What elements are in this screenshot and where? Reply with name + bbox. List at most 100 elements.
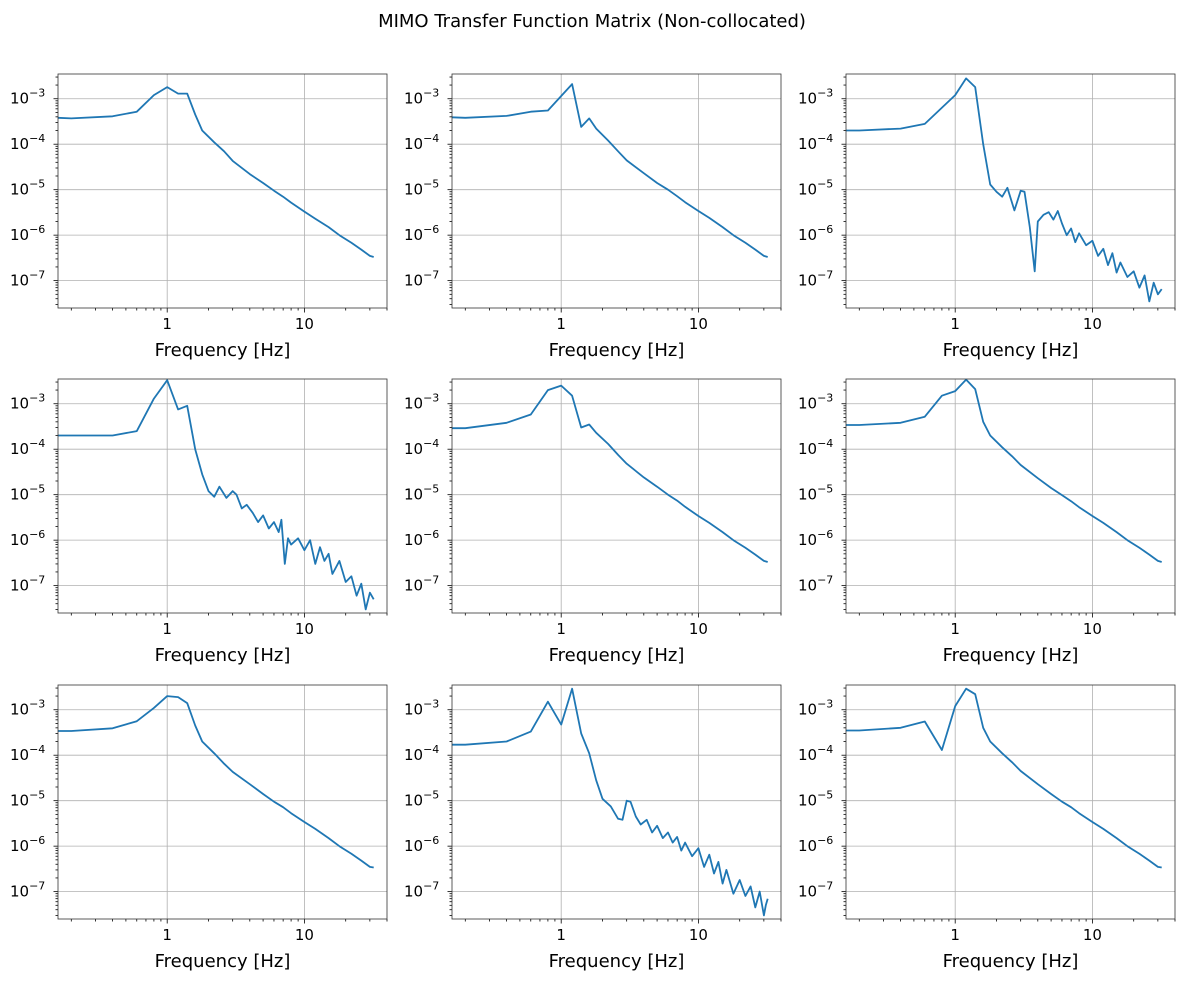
- y-tick-label: 10−4: [798, 743, 833, 764]
- x-axis-label: Frequency [Hz]: [155, 951, 291, 972]
- x-tick-label: 1: [162, 315, 172, 333]
- y-tick-label: 10−7: [798, 269, 833, 290]
- y-tick-label: 10−5: [798, 789, 833, 810]
- figure-title: MIMO Transfer Function Matrix (Non-collo…: [378, 11, 806, 32]
- y-tick-label: 10−4: [404, 132, 439, 153]
- x-tick-label: 10: [295, 315, 314, 333]
- subplot-4: 1 10 10−3 10−4 10−5 10−6 10−7 Frequency [Hz]: [10, 378, 388, 666]
- y-tick-label: 10−5: [10, 789, 45, 810]
- x-axis-label: Frequency [Hz]: [155, 340, 291, 361]
- x-axis-label: Frequency [Hz]: [549, 645, 685, 666]
- y-tick-label: 10−6: [404, 834, 439, 855]
- x-tick-label: 10: [1083, 926, 1102, 944]
- x-tick-label: 10: [689, 620, 708, 638]
- axes-frame: [845, 73, 1176, 309]
- y-tick-label: 10−7: [404, 880, 439, 901]
- subplot-grid: 1 10 10−3 10−4 10−5 10−6 10−7 Frequency [Hz] 1 10…: [10, 73, 1176, 972]
- y-tick-label: 10−3: [404, 392, 439, 413]
- y-tick-label: 10−3: [10, 392, 45, 413]
- y-tick-label: 10−4: [10, 743, 45, 764]
- x-axis-label: Frequency [Hz]: [943, 645, 1079, 666]
- y-tick-label: 10−3: [798, 392, 833, 413]
- y-tick-label: 10−7: [798, 574, 833, 595]
- y-tick-label: 10−6: [10, 528, 45, 549]
- x-axis-label: Frequency [Hz]: [155, 645, 291, 666]
- y-tick-label: 10−7: [404, 269, 439, 290]
- x-tick-label: 1: [950, 315, 960, 333]
- x-tick-label: 10: [689, 926, 708, 944]
- y-tick-label: 10−5: [404, 789, 439, 810]
- y-tick-label: 10−4: [798, 437, 833, 458]
- y-tick-label: 10−3: [798, 87, 833, 108]
- y-tick-label: 10−3: [798, 698, 833, 719]
- subplot-8: 1 10 10−3 10−4 10−5 10−6 10−7 Frequency [Hz]: [404, 684, 782, 972]
- series-line: [58, 86, 374, 258]
- subplot-1: 1 10 10−3 10−4 10−5 10−6 10−7 Frequency [Hz]: [10, 73, 388, 361]
- y-tick-label: 10−6: [798, 528, 833, 549]
- x-axis-label: Frequency [Hz]: [549, 951, 685, 972]
- y-tick-label: 10−3: [10, 87, 45, 108]
- y-tick-label: 10−4: [10, 132, 45, 153]
- subplot-9: 1 10 10−3 10−4 10−5 10−6 10−7 Frequency [Hz]: [798, 684, 1176, 972]
- series-line: [58, 379, 375, 611]
- axes-frame: [451, 378, 782, 614]
- x-tick-label: 10: [1083, 620, 1102, 638]
- subplot-6: 1 10 10−3 10−4 10−5 10−6 10−7 Frequency [Hz]: [798, 378, 1176, 666]
- y-tick-label: 10−6: [798, 223, 833, 244]
- x-tick-label: 1: [950, 926, 960, 944]
- series-line: [452, 83, 768, 258]
- y-tick-label: 10−3: [404, 87, 439, 108]
- y-tick-label: 10−4: [798, 132, 833, 153]
- x-tick-label: 1: [556, 926, 566, 944]
- x-tick-label: 10: [689, 315, 708, 333]
- y-tick-label: 10−6: [10, 223, 45, 244]
- x-axis-label: Frequency [Hz]: [943, 951, 1079, 972]
- y-tick-label: 10−6: [10, 834, 45, 855]
- x-tick-label: 1: [556, 620, 566, 638]
- series-line: [846, 379, 1162, 563]
- y-tick-label: 10−4: [404, 743, 439, 764]
- subplot-7: 1 10 10−3 10−4 10−5 10−6 10−7 Frequency [Hz]: [10, 684, 388, 972]
- series-line: [58, 695, 374, 869]
- y-tick-label: 10−5: [798, 483, 833, 504]
- x-tick-label: 10: [295, 620, 314, 638]
- y-tick-label: 10−3: [404, 698, 439, 719]
- axes-frame: [845, 684, 1176, 920]
- axes-frame: [57, 378, 388, 614]
- y-tick-label: 10−6: [404, 223, 439, 244]
- y-tick-label: 10−5: [404, 483, 439, 504]
- y-tick-label: 10−6: [404, 528, 439, 549]
- y-tick-label: 10−5: [798, 178, 833, 199]
- y-tick-label: 10−7: [404, 574, 439, 595]
- series-line: [846, 77, 1163, 303]
- series-line: [452, 687, 769, 917]
- x-tick-label: 1: [556, 315, 566, 333]
- y-tick-label: 10−7: [10, 574, 45, 595]
- y-tick-label: 10−5: [10, 483, 45, 504]
- y-tick-label: 10−4: [10, 437, 45, 458]
- y-tick-label: 10−7: [10, 269, 45, 290]
- y-tick-label: 10−5: [10, 178, 45, 199]
- x-tick-label: 10: [295, 926, 314, 944]
- y-tick-label: 10−7: [10, 880, 45, 901]
- x-tick-label: 1: [162, 620, 172, 638]
- axes-frame: [451, 73, 782, 309]
- x-tick-label: 1: [950, 620, 960, 638]
- y-tick-label: 10−6: [798, 834, 833, 855]
- x-tick-label: 1: [162, 926, 172, 944]
- axes-frame: [57, 684, 388, 920]
- axes-frame: [845, 378, 1176, 614]
- series-line: [846, 687, 1162, 869]
- axes-frame: [57, 73, 388, 309]
- y-tick-label: 10−7: [798, 880, 833, 901]
- subplot-2: 1 10 10−3 10−4 10−5 10−6 10−7 Frequency [Hz]: [404, 73, 782, 361]
- y-tick-label: 10−4: [404, 437, 439, 458]
- subplot-5: 1 10 10−3 10−4 10−5 10−6 10−7 Frequency [Hz]: [404, 378, 782, 666]
- y-tick-label: 10−5: [404, 178, 439, 199]
- x-axis-label: Frequency [Hz]: [943, 340, 1079, 361]
- series-line: [452, 384, 768, 563]
- subplot-3: 1 10 10−3 10−4 10−5 10−6 10−7 Frequency [Hz]: [798, 73, 1176, 361]
- y-tick-label: 10−3: [10, 698, 45, 719]
- x-tick-label: 10: [1083, 315, 1102, 333]
